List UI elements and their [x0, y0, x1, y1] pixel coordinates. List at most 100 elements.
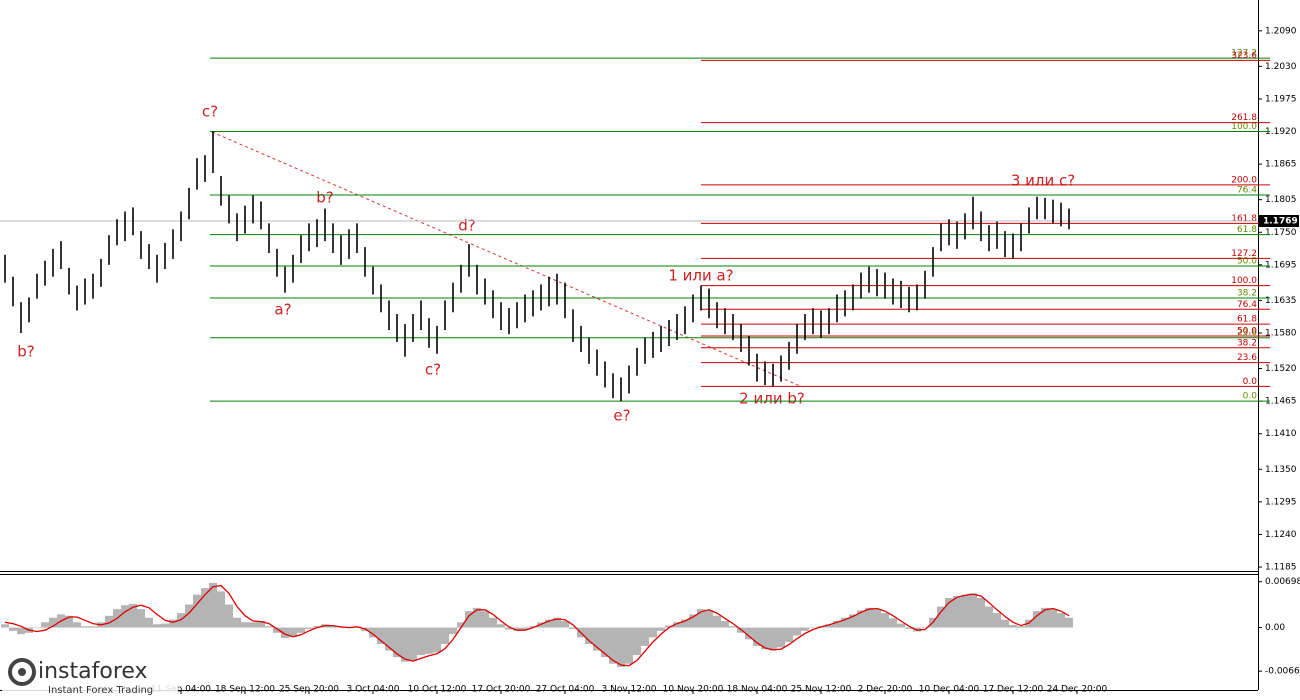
osc-histogram-bar: [649, 627, 657, 638]
osc-histogram-bar: [569, 627, 577, 629]
osc-histogram-bar: [1049, 609, 1057, 628]
osc-histogram-bar: [937, 606, 945, 628]
fib-label: 100.0: [1231, 276, 1257, 286]
fib-label: 38.2: [1237, 338, 1257, 348]
osc-histogram-bar: [833, 620, 841, 628]
osc-histogram-bar: [465, 611, 473, 628]
fib-label: 38.2: [1237, 289, 1257, 299]
osc-histogram-bar: [905, 627, 913, 629]
fib-label: 76.4: [1237, 185, 1257, 195]
osc-histogram-bar: [473, 607, 481, 628]
fib-label: 161.8: [1231, 214, 1257, 224]
y-tick-label: 1.1185: [1265, 563, 1297, 573]
wave-label: a?: [274, 301, 291, 319]
x-tick-label: 25 Sep 20:00: [279, 685, 339, 695]
osc-histogram-bar: [697, 609, 705, 628]
osc-histogram-bar: [233, 617, 241, 628]
osc-histogram-bar: [145, 617, 153, 628]
brand-tagline: Instant Forex Trading: [48, 685, 153, 696]
osc-histogram-bar: [297, 627, 305, 633]
fib-label: 127.2: [1231, 249, 1257, 259]
osc-histogram-bar: [281, 627, 289, 639]
wave-label: d?: [458, 217, 475, 235]
osc-histogram-bar: [137, 609, 145, 628]
osc-histogram-bar: [857, 610, 865, 628]
osc-histogram-bar: [425, 627, 433, 654]
osc-histogram-bar: [849, 614, 857, 628]
osc-histogram-bar: [273, 627, 281, 633]
osc-histogram-bar: [305, 627, 313, 629]
osc-histogram-bar: [1065, 617, 1073, 628]
osc-histogram-bar: [193, 594, 201, 628]
fib-label: 0.0: [1243, 377, 1258, 387]
osc-histogram-bar: [657, 627, 665, 631]
osc-histogram-bar: [561, 620, 569, 628]
osc-histogram-bar: [761, 627, 769, 650]
osc-histogram-bar: [41, 622, 49, 628]
osc-histogram-bar: [89, 626, 97, 628]
x-tick-label: 17 Oct 20:00: [472, 685, 531, 695]
x-tick-label: 17 Dec 12:00: [983, 685, 1044, 695]
osc-histogram-bar: [105, 615, 113, 628]
osc-y-tick-label: 0.00698: [1265, 577, 1300, 587]
osc-histogram-bar: [441, 627, 449, 644]
osc-histogram-bar: [1017, 626, 1025, 628]
y-tick-label: 1.1695: [1265, 260, 1297, 270]
y-tick-label: 1.1350: [1265, 465, 1297, 475]
osc-signal-line: [4, 584, 1070, 667]
osc-histogram-bar: [825, 624, 833, 628]
osc-histogram-bar: [977, 597, 985, 628]
y-tick-label: 1.1635: [1265, 296, 1297, 306]
y-tick-label: 1.2090: [1265, 26, 1297, 36]
osc-histogram-bar: [617, 627, 625, 667]
osc-histogram-bar: [169, 619, 177, 628]
osc-histogram-bar: [681, 619, 689, 628]
osc-histogram-bar: [497, 624, 505, 628]
osc-histogram-bar: [49, 617, 57, 628]
osc-histogram-bar: [705, 610, 713, 628]
osc-histogram-bar: [217, 591, 225, 628]
osc-histogram-bar: [769, 627, 777, 651]
fib-label: 200.0: [1231, 175, 1257, 185]
y-tick-label: 1.1240: [1265, 530, 1297, 540]
osc-histogram-bar: [185, 604, 193, 628]
y-tick-label: 1.1520: [1265, 364, 1297, 374]
osc-histogram-bar: [377, 627, 385, 644]
x-tick-label: 2 Dec 20:00: [858, 685, 913, 695]
x-tick-label: 10 Oct 12:00: [408, 685, 467, 695]
osc-histogram-bar: [625, 627, 633, 664]
osc-histogram-bar: [209, 582, 217, 628]
y-tick-label: 1.2030: [1265, 62, 1297, 72]
logo: instaforex Instant Forex Trading: [2, 655, 178, 697]
y-tick-label: 1.1580: [1265, 328, 1297, 338]
osc-histogram-bar: [1, 624, 9, 628]
logo-icon: [8, 658, 36, 686]
y-tick-label: 1.1805: [1265, 195, 1297, 205]
fib-label: 76.4: [1237, 300, 1257, 310]
osc-histogram-bar: [1009, 624, 1017, 628]
osc-histogram-bar: [665, 625, 673, 628]
osc-histogram-bar: [17, 627, 25, 635]
y-tick-label: 1.1975: [1265, 94, 1297, 104]
wave-label: 3 или c?: [1011, 172, 1075, 190]
osc-histogram-bar: [201, 588, 209, 628]
osc-histogram-bar: [993, 613, 1001, 628]
osc-histogram-bar: [329, 625, 337, 628]
y-tick-label: 1.1410: [1265, 429, 1297, 439]
osc-histogram-bar: [73, 622, 81, 628]
y-tick-label: 1.1920: [1265, 127, 1297, 137]
x-tick-label: 3 Nov 12:00: [602, 685, 657, 695]
osc-histogram-bar: [633, 627, 641, 656]
fib-label: 127.2: [1231, 49, 1257, 59]
brand-name: instaforex: [38, 659, 148, 684]
wave-label: 2 или b?: [739, 390, 805, 408]
logo-icon: [18, 668, 26, 676]
osc-histogram-bar: [257, 620, 265, 628]
osc-histogram-bar: [505, 627, 513, 630]
wave-label: 1 или a?: [668, 267, 733, 285]
osc-histogram-bar: [713, 615, 721, 628]
osc-histogram-bar: [809, 627, 817, 629]
osc-histogram-bar: [641, 627, 649, 646]
osc-histogram-bar: [249, 622, 257, 628]
